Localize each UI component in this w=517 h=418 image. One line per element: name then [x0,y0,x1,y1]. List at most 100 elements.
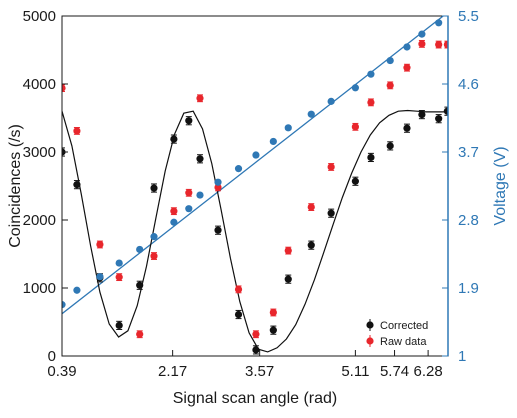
y-tick-label-left: 2000 [23,212,56,229]
corrected-point [115,321,123,329]
raw-data-point [443,40,448,49]
legend: Corrected Raw data [362,316,444,350]
raw-data-point [435,40,443,49]
raw-data-point [307,203,315,211]
corrected-point [252,346,260,354]
corrected-point [150,184,158,192]
corrected-point [307,241,315,249]
voltage-point [115,259,123,267]
voltage-point [136,245,144,254]
plot-area [62,9,451,355]
legend-item-corrected: Corrected [366,319,428,332]
voltage-point [284,124,292,132]
raw-data-point [234,285,243,293]
y-tick-label-right: 2.8 [458,212,479,229]
raw-data-point [73,127,81,135]
legend-label-raw-data: Raw data [380,336,427,348]
voltage-point [386,56,394,65]
voltage-point [269,137,277,146]
y-tick-label-right: 1 [458,348,466,365]
y-tick-label-right: 1.9 [458,280,479,297]
corrected-point [196,155,204,163]
raw-data-point [252,330,260,338]
y-tick-label-left: 1000 [23,280,56,297]
voltage-point [96,273,104,281]
voltage-point [327,97,335,105]
raw-data-point [136,330,144,338]
corrected-point [136,281,144,289]
raw-data-point [96,240,104,249]
x-tick-label: 3.57 [245,363,274,380]
x-axis-title: Signal scan angle (rad) [173,390,338,407]
corrected-point [73,181,81,189]
y-tick-label-left: 3000 [23,144,56,161]
y-tick-label-left: 0 [48,348,56,365]
corrected-point [185,117,193,125]
voltage-point [418,30,426,38]
corrected-point [435,115,443,123]
legend-label-corrected: Corrected [380,320,428,332]
voltage-point [196,191,204,199]
voltage-point [403,43,411,51]
voltage-point [444,9,451,16]
voltage-point [150,233,158,241]
voltage-point [252,151,260,159]
corrected-point [418,111,426,119]
raw-data-point [351,123,359,131]
raw-data-point [214,183,222,191]
corrected-point [386,142,394,150]
raw-data-point [418,40,426,48]
x-tick-label: 5.11 [341,363,369,380]
voltage-point [367,70,375,78]
axes: 0.39 2.17 3.57 5.11 5.74 6.28 0 1000 2000 3000 400… [23,8,479,380]
corrected-point [403,124,411,132]
legend-box [362,316,444,350]
voltage-point [73,286,81,294]
x-tick-label: 2.17 [158,363,187,380]
x-tick-label: 5.74 [380,363,409,380]
x-tick-label: 0.39 [47,363,76,380]
legend-marker-raw-data [366,337,374,345]
legend-item-raw-data: Raw data [366,335,427,348]
raw-data-point [386,81,394,89]
corrected-point [351,177,359,185]
voltage-fit-line [62,16,445,315]
legend-marker-corrected [366,321,374,329]
raw-data-point [150,252,158,260]
raw-data-point [327,163,335,171]
y-tick-label-right: 4.6 [458,76,479,93]
corrected-point [170,135,178,143]
corrected-point [367,153,375,162]
raw-data-point [170,207,178,215]
voltage-point [185,205,193,213]
x-tick-label: 6.28 [414,363,443,380]
corrected-point [269,326,277,334]
corrected-point [284,275,292,283]
voltage-point [435,19,443,27]
y-axis-title-right: Voltage (V) [492,146,509,225]
raw-data-point [284,247,292,255]
corrected-point [443,107,448,115]
raw-data-point [403,64,411,72]
corrected-point [214,226,222,234]
y-tick-label-left: 5000 [23,8,56,25]
y-tick-label-right: 3.7 [458,144,479,161]
y-axis-title-left: Coincidences (/s) [7,124,24,248]
plot-frame [61,15,449,357]
voltage-point [214,178,222,186]
voltage-point [307,110,315,118]
voltage-point [170,218,178,226]
voltage-point [351,84,359,92]
raw-data-point [62,84,66,92]
raw-data-point [269,308,277,317]
voltage-point [62,301,66,309]
corrected-point [234,310,243,319]
raw-data-point [115,273,123,281]
y-tick-label-right: 5.5 [458,8,479,25]
raw-data-point [185,189,193,197]
voltage-point [234,165,243,173]
y-tick-label-left: 4000 [23,76,56,93]
raw-data-point [196,94,204,102]
